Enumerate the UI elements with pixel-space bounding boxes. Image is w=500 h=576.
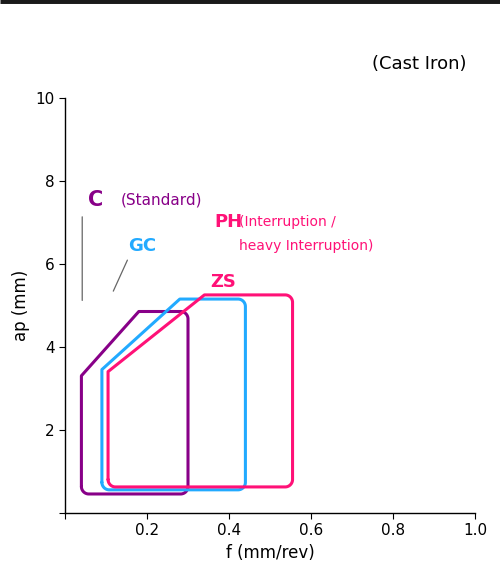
Text: PH: PH [214,213,243,232]
Text: C: C [88,190,103,210]
X-axis label: f (mm/rev): f (mm/rev) [226,544,314,562]
Text: (Cast Iron): (Cast Iron) [372,55,467,73]
Text: ZS: ZS [210,274,236,291]
Text: GC: GC [128,237,156,255]
Y-axis label: ap (mm): ap (mm) [12,270,30,341]
Text: heavy Interruption): heavy Interruption) [240,240,374,253]
Text: (Standard): (Standard) [120,192,202,207]
Text: (Interruption /: (Interruption / [240,215,336,229]
